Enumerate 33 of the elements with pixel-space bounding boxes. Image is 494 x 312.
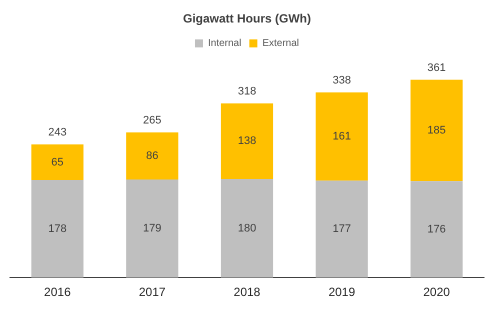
data-label: 161 bbox=[332, 130, 351, 143]
bar bbox=[316, 92, 368, 181]
data-label: 180 bbox=[238, 222, 256, 234]
legend-label: External bbox=[262, 38, 300, 50]
bar bbox=[220, 103, 274, 179]
data-label: 179 bbox=[143, 222, 162, 235]
data-label: 86 bbox=[146, 150, 158, 162]
data-label: 138 bbox=[238, 135, 256, 148]
data-label: 65 bbox=[51, 156, 64, 168]
chart-title: Gigawatt Hours (GWh) bbox=[183, 12, 311, 26]
total-label: 318 bbox=[238, 85, 256, 98]
bar bbox=[220, 178, 274, 278]
total-label: 361 bbox=[427, 62, 446, 74]
data-label: 178 bbox=[48, 222, 67, 235]
x-tick-label: 2017 bbox=[138, 285, 166, 300]
x-tick-label: 2018 bbox=[234, 285, 261, 300]
bar bbox=[126, 132, 178, 180]
bar bbox=[31, 144, 84, 180]
x-tick-label: 2020 bbox=[423, 285, 450, 300]
x-tick-label: 2016 bbox=[44, 285, 72, 300]
total-label: 338 bbox=[332, 74, 351, 86]
bar bbox=[126, 180, 178, 278]
data-label: 176 bbox=[427, 223, 446, 236]
bar bbox=[410, 181, 463, 278]
data-label: 185 bbox=[427, 124, 446, 136]
bar bbox=[316, 180, 368, 278]
total-label: 243 bbox=[48, 126, 67, 138]
x-tick-label: 2019 bbox=[328, 285, 356, 300]
total-label: 265 bbox=[143, 114, 162, 126]
data-label: 177 bbox=[332, 223, 351, 236]
bar bbox=[31, 180, 84, 278]
legend-label: Internal bbox=[208, 38, 242, 50]
bar bbox=[410, 80, 463, 182]
